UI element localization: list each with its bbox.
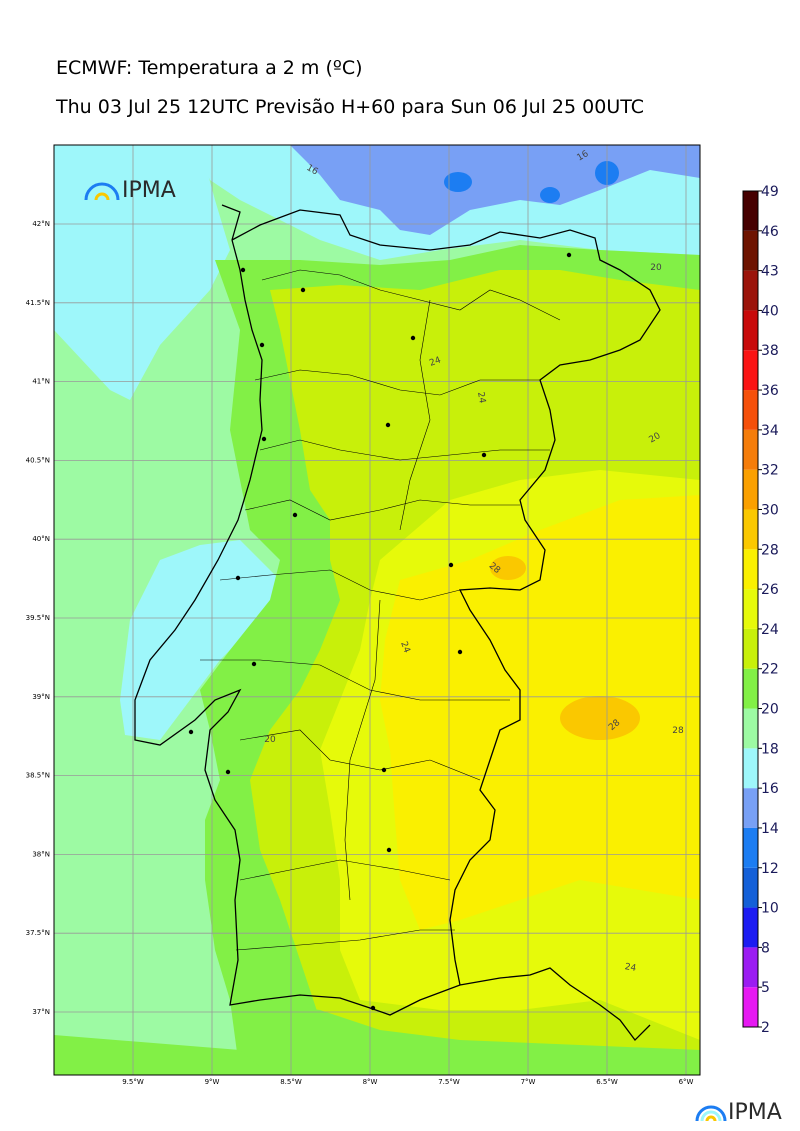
colorbar-segment (743, 628, 758, 669)
contour-label: 24 (398, 640, 411, 654)
colorbar-level-label: 10 (761, 901, 779, 917)
colorbar-level-label: 34 (761, 423, 779, 439)
colorbar-segment (743, 987, 758, 1027)
colorbar-segment (743, 827, 758, 868)
colorbar-level-label: 38 (761, 343, 779, 359)
map-gridlines (54, 145, 700, 1075)
lon-tick-label: 6.5°W (596, 1078, 618, 1086)
city-markers (188, 252, 572, 1011)
ipma-logo-icon (84, 182, 120, 201)
colorbar-segment (743, 350, 758, 391)
lat-tick-label: 38°N (32, 850, 50, 858)
map-title: ECMWF: Temperatura a 2 m (ºC) (56, 57, 363, 79)
lat-tick-label: 39°N (32, 693, 50, 701)
colorbar-level-label: 5 (761, 980, 770, 996)
colorbar-segment (743, 748, 758, 789)
colorbar-level-label: 26 (761, 582, 779, 598)
lat-tick-label: 38.5°N (26, 772, 50, 780)
colorbar-segment (743, 867, 758, 908)
colorbar: 2 5 8 10 12 14 16 18 20 22 24 26 28 30 32 34 36 38 40 43 46 4… (742, 184, 779, 1036)
lat-tick-label: 37.5°N (26, 929, 50, 937)
lat-tick-label: 41.5°N (26, 299, 50, 307)
lat-tick-label: 42°N (32, 220, 50, 228)
colorbar-level-label: 30 (761, 502, 779, 518)
colorbar-level-label: 20 (761, 702, 779, 718)
colorbar-level-label: 12 (761, 861, 779, 877)
coastline (134, 204, 661, 1041)
colorbar-segment (743, 230, 758, 271)
colorbar-segment (743, 270, 758, 311)
colorbar-level-label: 2 (761, 1020, 770, 1036)
latitude-tick-labels: 42°N 41.5°N 41°N 40.5°N 40°N 39.5°N 39°N 38.5°N… (26, 220, 50, 1016)
colorbar-level-label: 14 (761, 821, 779, 837)
colorbar-segment (743, 429, 758, 470)
colorbar-level-label: 18 (761, 741, 779, 757)
map-subtitle: Thu 03 Jul 25 12UTC Previsão H+60 para S… (56, 96, 644, 118)
colorbar-level-label: 36 (761, 383, 779, 399)
contour-label: 20 (264, 735, 276, 745)
contour-label: 24 (475, 391, 487, 404)
colorbar-segment (743, 907, 758, 948)
map-frame (53, 144, 701, 1076)
district-borders (200, 269, 561, 951)
colorbar-level-label: 22 (761, 662, 779, 678)
colorbar-level-label: 46 (761, 224, 779, 240)
colorbar-level-label: 43 (761, 264, 779, 280)
colorbar-level-label: 40 (761, 303, 779, 319)
colorbar-segment (743, 668, 758, 709)
colorbar-segment (743, 708, 758, 749)
colorbar-segment (743, 191, 758, 231)
colorbar-segment (743, 589, 758, 629)
lat-tick-label: 40°N (32, 535, 50, 543)
colorbar-segment (743, 469, 758, 510)
lon-tick-label: 9.5°W (122, 1078, 144, 1086)
longitude-tick-labels: 9.5°W 9°W 8.5°W 8°W 7.5°W 7°W 6.5°W 6°W (122, 1078, 693, 1086)
colorbar-level-label: 28 (761, 542, 779, 558)
contour-label: 24 (428, 355, 442, 368)
colorbar-level-label: 16 (761, 781, 779, 797)
contour-label: 20 (650, 263, 662, 273)
lon-tick-label: 7.5°W (438, 1078, 460, 1086)
colorbar-level-label: 8 (761, 940, 770, 956)
colorbar-frame (742, 190, 759, 1028)
lat-tick-label: 37°N (32, 1008, 50, 1016)
lat-tick-label: 40.5°N (26, 456, 50, 464)
lat-tick-label: 39.5°N (26, 614, 50, 622)
map-field (54, 145, 700, 1075)
lon-tick-label: 6°W (679, 1078, 694, 1086)
lon-tick-label: 8.5°W (280, 1078, 302, 1086)
colorbar-level-label: 24 (761, 622, 779, 638)
colorbar-level-label: 49 (761, 184, 779, 200)
colorbar-segment (743, 788, 758, 828)
colorbar-level-label: 32 (761, 463, 779, 479)
colorbar-segment (743, 509, 758, 550)
colorbar-segment (743, 390, 758, 430)
lon-tick-label: 8°W (363, 1078, 378, 1086)
colorbar-segment (743, 310, 758, 351)
lon-tick-label: 7°W (521, 1078, 536, 1086)
ipma-footer-logo-text: IPMA (728, 1100, 782, 1125)
contour-label: 24 (624, 962, 637, 974)
lon-tick-label: 9°W (205, 1078, 220, 1086)
ipma-logo-text: IPMA (122, 178, 176, 203)
lat-tick-label: 41°N (32, 378, 50, 386)
colorbar-segment (743, 947, 758, 988)
colorbar-segment (743, 549, 758, 590)
contour-label: 28 (672, 726, 684, 736)
ipma-footer-logo-icon (695, 1105, 727, 1122)
